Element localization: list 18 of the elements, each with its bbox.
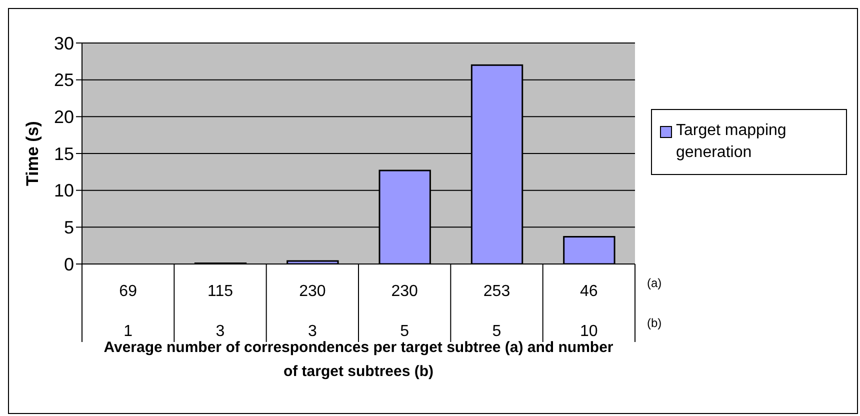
legend-label: Target mapping generation (676, 121, 788, 163)
y-tick-label: 25 (54, 70, 74, 90)
text: (b) (647, 316, 662, 330)
category-label: 115 3 (207, 283, 234, 340)
y-tick-label: 0 (64, 254, 74, 274)
category-label: 230 3 (299, 283, 326, 340)
y-tick-label: 10 (54, 180, 74, 201)
category-label: 69 1 (119, 283, 137, 340)
y-tick-label: 15 (54, 144, 74, 164)
text: (a) (647, 276, 662, 290)
y-tick-label: 30 (54, 33, 74, 54)
x-axis-title: Average number of correspondences per target subtree (a) and number of target subtrees (b) (102, 338, 614, 382)
y-tick-label: 20 (54, 107, 74, 128)
y-axis-title: Time (s) (23, 121, 42, 186)
y-tick-label: 5 (64, 218, 74, 238)
category-label: 46 10 (580, 283, 598, 340)
category-label: 253 5 (483, 283, 510, 340)
category-label: 230 5 (391, 283, 418, 340)
